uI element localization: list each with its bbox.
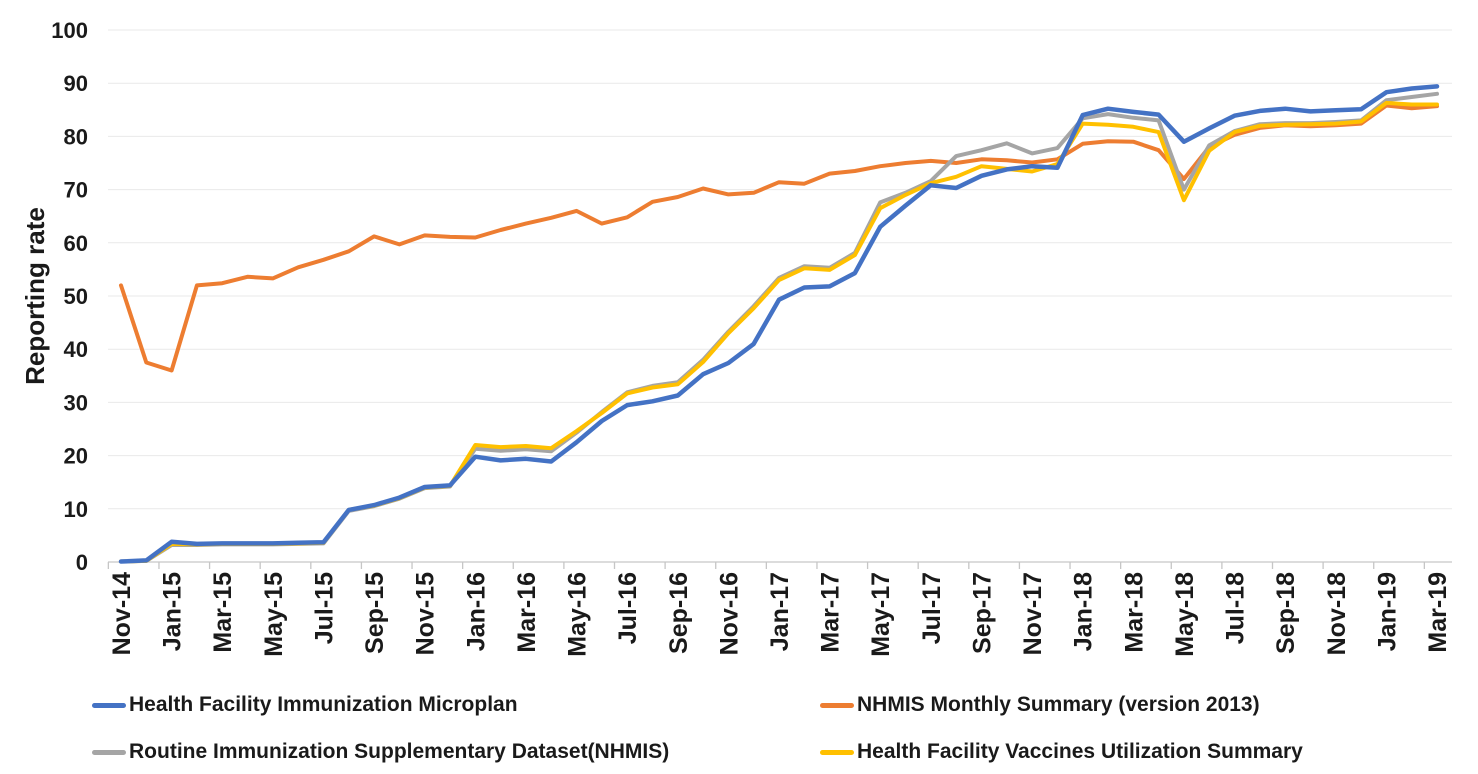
y-tick-label-40: 40: [64, 337, 88, 362]
x-tick-label-Jan-16: Jan-16: [462, 572, 490, 651]
x-tick-label-Jan-15: Jan-15: [159, 572, 187, 651]
x-tick-label-Jul-15: Jul-15: [310, 572, 338, 644]
legend-label-nhmis-monthly-summary: NHMIS Monthly Summary (version 2013): [857, 693, 1260, 716]
x-tick-label-Mar-16: Mar-16: [513, 572, 541, 653]
x-tick-label-Jan-18: Jan-18: [1070, 572, 1098, 651]
series-line-3: [119, 100, 1439, 564]
legend-item-immunization-microplan: Health Facility Immunization Microplan: [92, 692, 518, 718]
legend-label-vaccines-utilization-summary: Health Facility Vaccines Utilization Sum…: [857, 740, 1303, 763]
y-tick-label-10: 10: [64, 497, 88, 522]
x-tick-label-Jul-18: Jul-18: [1222, 572, 1250, 644]
y-tick-label-30: 30: [64, 390, 88, 415]
legend-line-swatch-orange: [820, 702, 854, 708]
x-tick-label-Jul-17: Jul-17: [918, 572, 946, 644]
series-line-0: [118, 84, 1440, 564]
x-tick-label-Jul-16: Jul-16: [614, 572, 642, 644]
x-tick-label-Mar-19: Mar-19: [1424, 572, 1452, 653]
y-tick-label-60: 60: [64, 231, 88, 256]
x-tick-label-Mar-15: Mar-15: [209, 572, 237, 653]
x-tick-label-Sep-15: Sep-15: [361, 572, 389, 654]
x-tick-label-Sep-17: Sep-17: [968, 572, 996, 654]
y-tick-label-50: 50: [64, 284, 88, 309]
y-axis-title: Reporting rate: [20, 207, 50, 385]
y-tick-label-20: 20: [64, 444, 88, 469]
series-line-1: [119, 103, 1439, 373]
legend-label-ri-supplementary-dataset: Routine Immunization Supplementary Datas…: [129, 740, 670, 763]
y-tick-label-0: 0: [76, 550, 88, 575]
y-tick-label-100: 100: [51, 18, 88, 43]
series-line-2: [119, 91, 1439, 564]
y-tick-label-90: 90: [64, 71, 88, 96]
x-tick-label-May-16: May-16: [564, 572, 592, 657]
x-tick-label-May-18: May-18: [1171, 572, 1199, 657]
x-tick-label-Sep-18: Sep-18: [1272, 572, 1300, 654]
x-tick-label-Nov-17: Nov-17: [1019, 572, 1047, 655]
x-tick-label-Mar-18: Mar-18: [1120, 572, 1148, 653]
x-tick-label-Mar-17: Mar-17: [817, 572, 845, 653]
legend-item-vaccines-utilization-summary: Health Facility Vaccines Utilization Sum…: [820, 739, 1303, 765]
legend-item-nhmis-monthly-summary: NHMIS Monthly Summary (version 2013): [820, 692, 1260, 718]
legend-line-swatch-gray: [92, 749, 126, 755]
x-tick-label-Nov-16: Nov-16: [715, 572, 743, 655]
x-tick-label-Jan-19: Jan-19: [1373, 572, 1401, 651]
x-tick-label-May-17: May-17: [867, 572, 895, 657]
x-tick-label-Nov-14: Nov-14: [108, 572, 136, 655]
legend-item-ri-supplementary-dataset: Routine Immunization Supplementary Datas…: [92, 739, 669, 765]
x-tick-label-May-15: May-15: [260, 572, 288, 657]
legend-label-immunization-microplan: Health Facility Immunization Microplan: [129, 693, 518, 716]
x-tick-label-Nov-15: Nov-15: [412, 572, 440, 655]
x-tick-label-Sep-16: Sep-16: [665, 572, 693, 654]
x-tick-label-Jan-17: Jan-17: [766, 572, 794, 651]
y-tick-label-80: 80: [64, 124, 88, 149]
x-tick-label-Nov-18: Nov-18: [1323, 572, 1351, 655]
legend-line-swatch-blue: [92, 702, 126, 708]
legend-line-swatch-yellow: [820, 749, 854, 755]
y-tick-label-70: 70: [64, 178, 88, 203]
